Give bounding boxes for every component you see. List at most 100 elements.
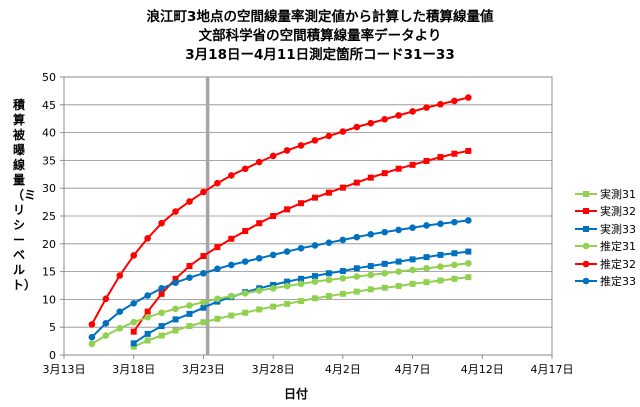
data-point <box>465 248 472 255</box>
data-point <box>241 289 249 297</box>
legend-item: 実測31 <box>575 185 636 203</box>
legend-item: 推定32 <box>575 255 636 273</box>
data-point <box>214 295 221 303</box>
data-point <box>158 323 165 330</box>
data-point <box>451 218 458 226</box>
data-point <box>186 310 193 317</box>
data-point <box>367 231 375 238</box>
data-point <box>214 244 221 251</box>
data-point <box>339 236 347 244</box>
y-tick-label: 5 <box>49 321 56 334</box>
data-point <box>395 283 402 290</box>
data-point <box>465 274 472 281</box>
data-point <box>130 343 137 350</box>
data-point <box>255 287 263 294</box>
legend-label: 実測33 <box>600 222 636 236</box>
x-tick-label: 3月28日 <box>252 363 295 376</box>
data-point <box>395 165 402 172</box>
data-point <box>353 265 360 272</box>
legend-swatch <box>575 208 597 215</box>
data-point <box>298 275 305 282</box>
data-point <box>228 312 235 319</box>
data-point <box>172 208 179 215</box>
data-point <box>200 253 207 260</box>
legend-label: 推定32 <box>600 257 636 271</box>
data-point <box>325 239 333 246</box>
data-point <box>102 295 110 303</box>
data-point <box>451 250 458 257</box>
data-point <box>283 282 291 290</box>
data-point <box>423 264 430 272</box>
y-tick-label: 20 <box>42 238 56 251</box>
data-point <box>269 284 277 292</box>
x-tick-label: 4月12日 <box>461 363 504 376</box>
legend-item: 推定31 <box>575 238 636 256</box>
series-line <box>91 96 469 325</box>
data-point <box>214 315 221 322</box>
data-point <box>325 132 333 140</box>
data-point <box>255 254 263 262</box>
data-point <box>200 188 207 196</box>
data-point <box>172 316 179 323</box>
data-point <box>242 309 249 316</box>
data-point <box>437 154 444 161</box>
data-point <box>451 150 458 157</box>
data-point <box>172 275 179 282</box>
data-point <box>116 308 124 315</box>
data-point <box>144 234 151 242</box>
data-point <box>269 152 277 160</box>
legend-item: 実測33 <box>575 220 636 238</box>
data-point <box>297 280 305 288</box>
data-point <box>409 256 416 263</box>
data-point <box>228 172 235 179</box>
y-tick-label: 10 <box>42 293 56 306</box>
data-point <box>409 280 416 287</box>
data-point <box>311 137 319 144</box>
chart-legend: 実測31 実測32 実測33 推定31 推定32 推定33 <box>575 185 636 290</box>
data-point <box>144 313 151 321</box>
legend-swatch <box>575 277 597 285</box>
data-point <box>311 273 318 280</box>
data-point <box>409 108 416 115</box>
data-point <box>284 206 291 213</box>
legend-swatch <box>575 225 597 232</box>
data-point <box>172 327 179 334</box>
data-point <box>256 220 263 227</box>
data-point <box>465 94 472 101</box>
data-point <box>381 260 388 267</box>
data-point <box>186 263 193 270</box>
data-point <box>409 161 416 168</box>
data-point <box>256 306 263 313</box>
data-point <box>339 128 347 135</box>
data-point <box>186 198 193 205</box>
y-tick-label: 50 <box>42 71 56 84</box>
y-tick-label: 0 <box>49 349 56 362</box>
data-point <box>409 266 416 274</box>
data-point <box>116 272 124 279</box>
data-point <box>325 293 332 300</box>
x-tick-label: 3月13日 <box>43 363 86 376</box>
x-tick-label: 4月2日 <box>325 363 361 376</box>
data-point <box>214 179 221 187</box>
data-point <box>270 281 277 288</box>
data-point <box>325 270 332 277</box>
data-point <box>172 305 179 313</box>
data-point <box>158 284 165 292</box>
data-point <box>130 318 138 326</box>
data-point <box>423 279 430 286</box>
data-point <box>367 271 375 279</box>
data-point <box>130 340 137 347</box>
legend-swatch <box>575 242 597 250</box>
legend-label: 実測32 <box>600 205 636 219</box>
data-point <box>200 304 207 311</box>
legend-item: 実測32 <box>575 203 636 221</box>
data-point <box>269 251 277 259</box>
data-point <box>423 157 430 164</box>
data-point <box>395 268 402 275</box>
data-point <box>381 284 388 291</box>
data-point <box>465 147 472 154</box>
chart-title-line-2: 文部科学省の空間積算線量率データより <box>198 28 442 44</box>
series-line <box>132 149 469 333</box>
data-point <box>465 259 472 267</box>
y-axis-label: 積算被曝線量（ミリシーベルト） <box>12 98 37 292</box>
